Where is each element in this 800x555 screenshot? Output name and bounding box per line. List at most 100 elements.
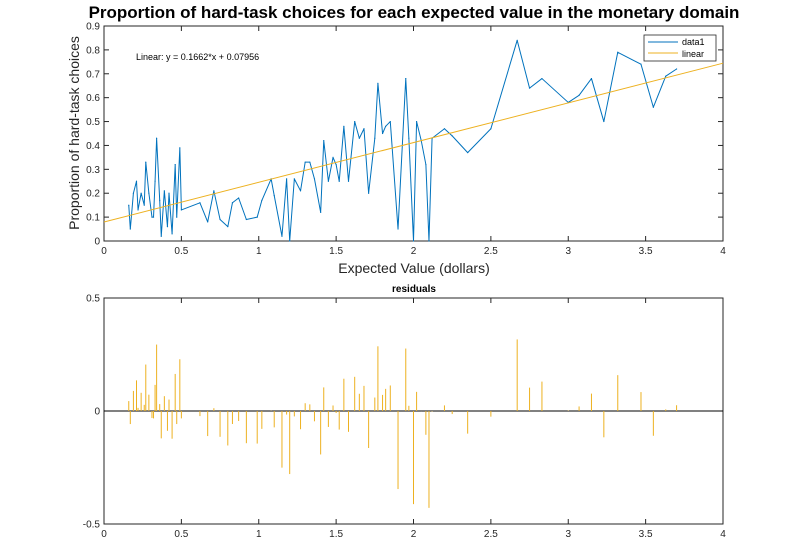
data1-point	[160, 235, 162, 237]
data1-point	[323, 140, 325, 142]
top-x-tick-label: 2.5	[484, 246, 498, 257]
data1-point	[412, 240, 415, 242]
bottom-y-tick-label: 0.5	[86, 294, 100, 305]
data1-point	[159, 199, 161, 201]
fit-annotation: Linear: y = 0.1662*x + 0.07956	[136, 52, 259, 62]
legend: data1 linear	[643, 34, 717, 62]
top-x-tick-label: 0.5	[174, 246, 188, 257]
data1-point	[640, 63, 642, 65]
bottom-x-tick-label: 1	[256, 529, 262, 540]
data1-point	[273, 195, 275, 197]
x-axis-label: Expected Value (dollars)	[338, 260, 489, 276]
bottom-x-tick-label: 2	[411, 529, 417, 540]
top-x-tick-label: 4	[720, 246, 726, 257]
data1-point	[377, 82, 379, 84]
data1-point	[140, 192, 142, 194]
top-x-tick-label: 3	[565, 246, 571, 257]
data1-point	[132, 192, 135, 194]
data1-point	[363, 128, 365, 130]
data1-point	[163, 190, 165, 192]
data1-point	[338, 180, 340, 182]
data1-point	[327, 180, 329, 182]
residuals-title: residuals	[392, 284, 436, 295]
data1-point	[145, 161, 147, 163]
data1-point	[389, 120, 391, 123]
bottom-x-tick-label: 4	[720, 529, 726, 540]
data1-point	[166, 226, 169, 228]
data1-point	[652, 106, 654, 108]
data1-point	[152, 216, 155, 218]
data1-point	[617, 51, 619, 53]
data1-point	[213, 190, 215, 192]
data1-point	[368, 192, 370, 194]
top-y-tick-label: 0.7	[86, 69, 100, 80]
data1-point	[320, 211, 322, 213]
data1-point	[428, 240, 430, 242]
legend-label-linear: linear	[682, 49, 704, 59]
top-x-tick-label: 2	[411, 246, 417, 257]
data1-point	[590, 77, 593, 80]
top-y-tick-label: 0	[94, 237, 100, 248]
bottom-x-tick-label: 2.5	[484, 529, 498, 540]
bottom-plot-area	[104, 339, 723, 508]
top-y-tick-label: 0.5	[86, 117, 100, 128]
data1-point	[332, 156, 334, 158]
data1-point	[128, 204, 130, 206]
top-x-tick-label: 3.5	[639, 246, 653, 257]
top-y-tick-label: 0.4	[86, 141, 100, 152]
chart-title: Proportion of hard-task choices for each…	[89, 3, 740, 22]
data1-point	[443, 128, 446, 130]
data1-point	[293, 178, 295, 180]
legend-label-data1: data1	[682, 37, 705, 47]
bottom-x-tick-label: 3	[565, 529, 571, 540]
data1-point	[358, 137, 360, 139]
data1-point	[313, 178, 316, 180]
bottom-x-tick-label: 1.5	[329, 529, 343, 540]
data1-point	[151, 216, 153, 218]
data1-point	[143, 204, 145, 206]
data1-point	[397, 228, 399, 230]
bottom-axes: 0 0.5 1 1.5 2 2.5 3 3.5 4-0.500.5	[83, 294, 726, 541]
top-x-tick-label: 0	[101, 246, 107, 257]
data1-point	[354, 120, 356, 123]
data1-point	[408, 137, 410, 139]
series-line-linear	[103, 62, 724, 223]
data1-point	[405, 77, 407, 80]
data1-point	[541, 77, 543, 80]
data1-point	[603, 120, 605, 123]
data1-point	[347, 180, 350, 182]
bottom-y-tick-label: 0	[94, 407, 100, 418]
data1-point	[154, 180, 156, 182]
data1-point	[425, 163, 427, 166]
data1-point	[516, 39, 518, 41]
bottom-x-tick-label: 0	[101, 529, 107, 540]
data1-point	[137, 209, 139, 211]
data1-point	[289, 240, 291, 242]
data1-point	[129, 228, 131, 230]
data1-point	[528, 87, 531, 89]
data1-point	[381, 132, 384, 135]
data1-point	[219, 218, 221, 221]
bottom-y-tick-label: -0.5	[83, 520, 101, 531]
data1-point	[309, 161, 311, 163]
y-axis-label: Proportion of hard-task choices	[66, 36, 82, 230]
bottom-x-tick-label: 3.5	[639, 529, 653, 540]
data1-point	[335, 163, 337, 166]
top-x-tick-label: 1.5	[329, 246, 343, 257]
data1-point	[256, 216, 258, 218]
legend-box	[643, 34, 717, 62]
top-y-tick-label: 0.2	[86, 189, 100, 200]
top-y-tick-label: 0.3	[86, 165, 100, 176]
data1-point	[665, 75, 667, 77]
data1-point	[286, 178, 288, 180]
top-x-tick-label: 1	[256, 246, 262, 257]
top-plot-area	[103, 39, 724, 242]
top-y-tick-label: 0.8	[86, 45, 100, 56]
data1-point	[245, 218, 247, 221]
data1-point	[374, 137, 376, 139]
top-y-tick-label: 0.6	[86, 93, 100, 104]
data1-point	[490, 128, 492, 130]
top-y-tick-label: 0.1	[86, 213, 100, 224]
data1-point	[675, 68, 678, 70]
